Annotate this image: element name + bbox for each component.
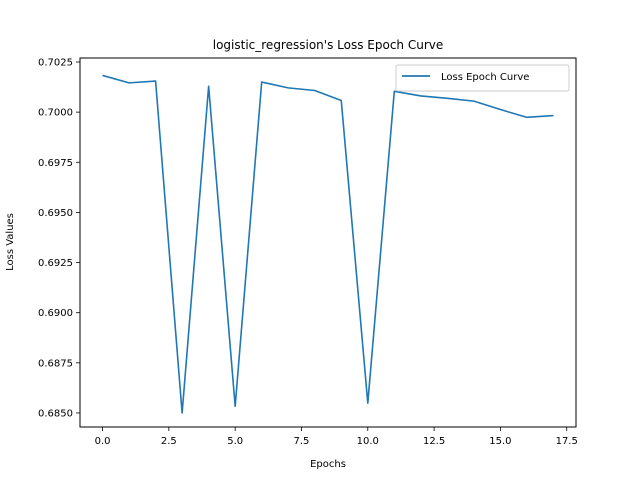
y-tick-label: 0.6875 xyxy=(38,358,73,369)
x-tick-label: 12.5 xyxy=(423,436,445,447)
y-tick-label: 0.7000 xyxy=(38,108,73,119)
x-tick-label: 5.0 xyxy=(227,436,243,447)
series-group xyxy=(102,74,554,414)
y-tick-label: 0.6850 xyxy=(38,408,73,419)
x-axis-label: Epochs xyxy=(310,459,346,470)
legend-label: Loss Epoch Curve xyxy=(441,72,529,83)
x-tick-label: 7.5 xyxy=(294,436,310,447)
x-tick-label: 17.5 xyxy=(556,436,578,447)
chart-title: logistic_regression's Loss Epoch Curve xyxy=(213,38,443,52)
plot-frame xyxy=(79,57,577,428)
x-tick-label: 10.0 xyxy=(357,436,379,447)
y-tick-label: 0.6950 xyxy=(38,208,73,219)
y-tick-label: 0.6975 xyxy=(38,158,73,169)
series-line xyxy=(102,74,554,414)
x-tick-label: 2.5 xyxy=(161,436,177,447)
legend-box xyxy=(395,64,570,92)
y-axis-ticks: 0.6850 0.6875 0.6900 0.6925 0.6950 0.6975 0.70… xyxy=(38,58,80,419)
legend: Loss Epoch Curve xyxy=(395,64,570,92)
y-tick-label: 0.6925 xyxy=(38,258,73,269)
y-tick-label: 0.7025 xyxy=(38,58,73,69)
y-axis-label: Loss Values xyxy=(5,213,16,271)
x-tick-label: 0.0 xyxy=(95,436,111,447)
x-axis-ticks: 0.0 2.5 5.0 7.5 10.0 12.5 15.0 17.5 xyxy=(95,427,578,447)
y-tick-label: 0.6900 xyxy=(38,308,73,319)
x-tick-label: 15.0 xyxy=(489,436,511,447)
